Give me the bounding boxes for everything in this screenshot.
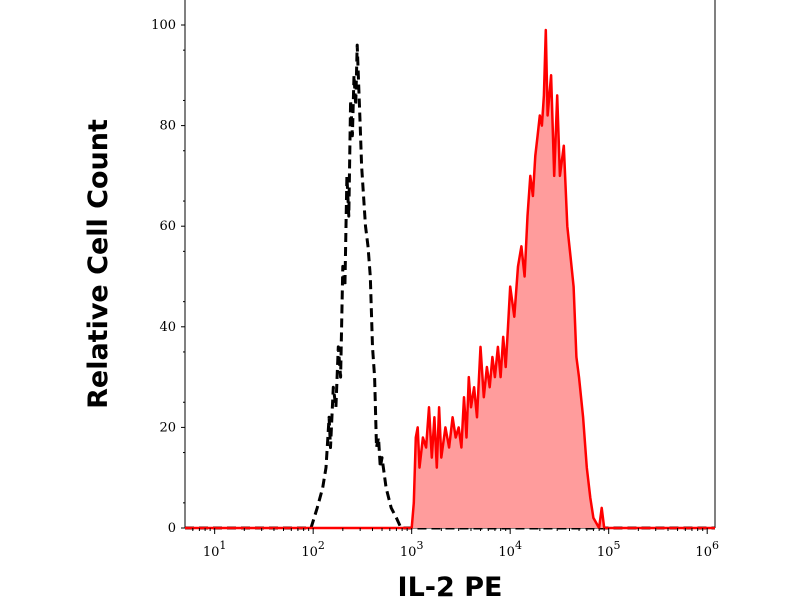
x-tick-label: 101 — [203, 539, 227, 560]
x-tick-label: 102 — [301, 539, 325, 560]
series-2-area — [185, 30, 715, 528]
y-tick-label: 100 — [151, 18, 176, 33]
x-tick-label: 106 — [695, 539, 719, 560]
series-2-line — [185, 28, 715, 530]
y-tick-label: 80 — [159, 119, 176, 134]
y-tick-label: 60 — [159, 219, 176, 234]
x-ticks: 101 102 103 104 105 106 — [192, 528, 719, 560]
x-tick-label: 104 — [498, 539, 522, 560]
y-tick-label: 20 — [159, 420, 176, 435]
series-1-line — [185, 43, 715, 530]
y-tick-label: 0 — [168, 521, 176, 536]
series-layer — [185, 28, 715, 530]
x-tick-label: 105 — [597, 539, 621, 560]
x-axis-title: IL-2 PE — [398, 572, 503, 600]
y-ticks: 0 20 40 60 80 100 — [151, 18, 185, 536]
x-tick-label: 103 — [400, 539, 424, 560]
y-tick-label: 40 — [159, 320, 176, 335]
y-axis-title: Relative Cell Count — [83, 119, 114, 409]
